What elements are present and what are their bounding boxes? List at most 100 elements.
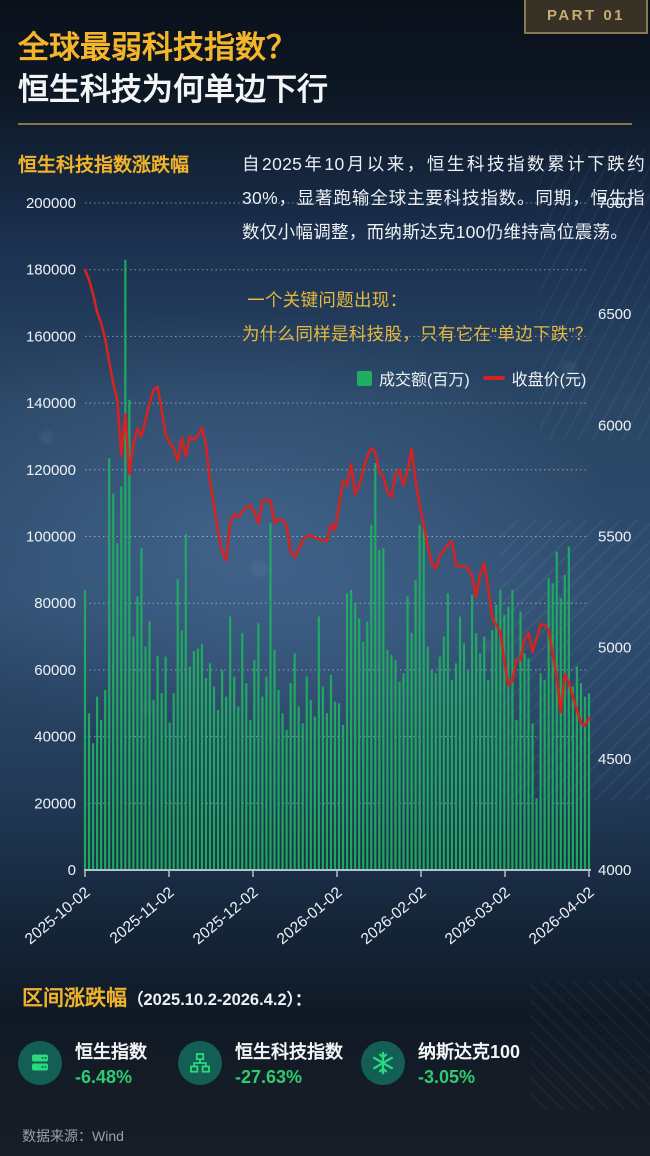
right-axis-tick-label: 7000 [598,195,631,212]
volume-bar [491,629,494,870]
volume-bar [220,669,224,870]
volume-bar [434,673,437,870]
volume-legend-swatch [357,370,372,386]
volume-bar [394,659,397,870]
summary-title: 区间涨跌幅 [22,987,127,1010]
right-axis-tick-label: 4500 [598,751,631,768]
volume-bar [438,656,441,870]
volume-bar [341,724,345,870]
volume-bar [313,716,316,870]
volume-bar [543,679,546,870]
volume-bar [140,547,143,870]
volume-bar [261,696,264,870]
left-axis-tick-label: 200000 [26,195,76,212]
volume-bar [200,643,204,870]
left-axis-tick-label: 100000 [26,529,76,546]
volume-bar [104,689,107,870]
volume-bar [370,524,373,870]
volume-bar [245,683,248,870]
volume-bar [382,548,385,870]
volume-bar [325,713,329,870]
stat-label: 纳斯达克100 [418,1042,521,1062]
volume-bar [470,594,474,870]
volume-bar [196,648,199,870]
left-axis-tick-label: 180000 [26,262,76,279]
summary-range: （2025.10.2-2026.4.2）： [127,991,312,1009]
volume-bar [277,689,280,870]
volume-bar [333,701,337,870]
volume-bar [112,493,115,870]
left-axis-tick-label: 160000 [26,328,76,345]
volume-bar [144,646,147,870]
volume-bar [499,589,502,870]
volume-bar [426,646,429,870]
volume-bar [519,611,522,870]
left-axis-tick-label: 20000 [34,795,76,812]
volume-bar [168,722,171,870]
volume-bar [442,636,445,870]
volume-bar [87,713,91,870]
volume-bar [237,706,240,870]
x-axis-tick-label: 2026-01-02 [274,884,346,948]
volume-bar [523,653,526,870]
summary-header: 区间涨跌幅 （2025.10.2-2026.4.2）： [22,982,311,1012]
volume-bar [559,598,562,870]
x-axis-tick-label: 2026-02-02 [358,884,430,948]
volume-bar [233,676,236,870]
chart-legend: 成交额(百万) 收盘价(元) [357,366,586,390]
left-axis-tick-label: 140000 [26,395,76,412]
volume-bar [535,798,538,870]
volume-bar [216,709,220,870]
volume-bar [116,543,119,870]
volume-bar [204,677,208,870]
volume-bar [152,699,155,870]
volume-bar [273,649,276,870]
volume-bar [386,649,389,870]
volume-bar [450,679,454,870]
stat-label: 恒生指数 [75,1042,147,1062]
volume-bar [527,658,530,870]
volume-bar [180,630,183,870]
right-axis-tick-label: 4000 [598,862,631,879]
volume-bar [555,551,558,870]
x-axis-tick-label: 2025-11-02 [107,884,178,947]
volume-legend-label: 成交额(百万) [379,372,470,389]
volume-bar [345,593,349,870]
description-paragraph: 自2025年10月以来，恒生科技指数累计下跌约30%，显著跑输全球主要科技指数。… [242,154,645,242]
volume-bar [358,618,361,870]
x-axis-tick-label: 2025-10-02 [22,884,94,948]
volume-bar [422,524,425,870]
volume-bar [390,654,393,870]
sitemap-icon [178,1041,222,1085]
volume-bar [462,643,466,870]
volume-bar [176,579,179,870]
volume-bar [309,699,312,870]
volume-bar [454,663,458,870]
volume-bar [241,633,244,870]
volume-bar [458,616,462,870]
left-axis-tick-label: 60000 [34,662,76,679]
volume-bar [148,621,151,870]
volume-bar [229,616,232,870]
volume-bar [91,743,95,870]
stat-hang-seng-tech-index: 恒生科技指数 -27.63% [178,1038,343,1088]
volume-bar [402,673,405,870]
volume-bar [96,696,99,870]
right-axis-tick-label: 5000 [598,640,631,657]
data-source: 数据来源：Wind [22,1128,124,1144]
volume-bar [120,486,123,870]
stat-value: -6.48% [75,1067,133,1087]
volume-bar [293,653,296,870]
volume-bar [551,583,554,870]
volume-bar [188,666,191,870]
chart-section-label: 恒生科技指数涨跌幅 [18,155,190,176]
volume-bar [329,674,333,870]
key-question-body: 为什么同样是科技股，只有它在“单边下跌”？ [242,324,593,344]
volume-bar [265,676,268,870]
volume-bar [430,669,433,870]
volume-bar [479,653,482,870]
volume-bar [160,693,163,870]
volume-bar [531,723,534,870]
left-axis-tick-label: 120000 [26,462,76,479]
